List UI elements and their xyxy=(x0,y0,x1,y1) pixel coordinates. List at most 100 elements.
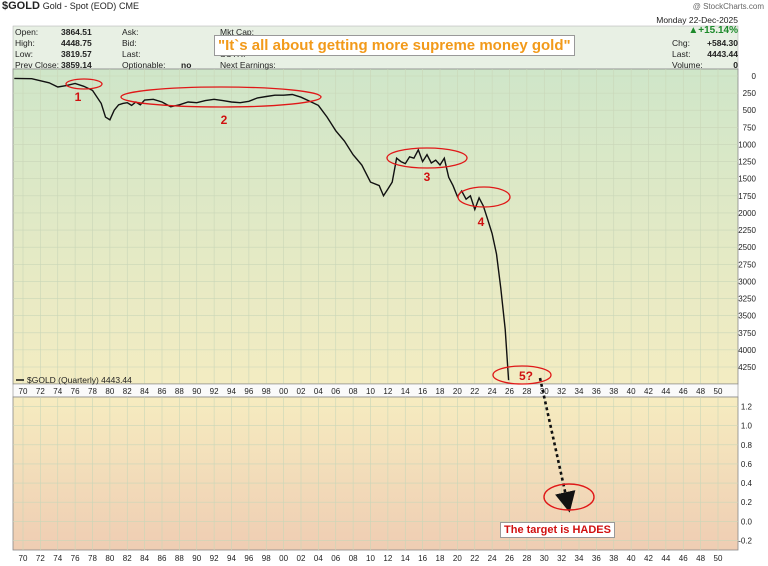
x-tick-label: 90 xyxy=(192,554,201,563)
x-tick-label: 46 xyxy=(679,387,688,396)
x-tick-label: 26 xyxy=(505,554,514,563)
x-tick-label: 14 xyxy=(401,554,410,563)
x-tick-label: 28 xyxy=(522,387,531,396)
x-tick-labels-bottom: 70 72 74 76 78 80 82 84 86 88 90 92 94 96 98 00 02 04 06 08… xyxy=(19,554,723,563)
annotations: 1 2 3 4 5? xyxy=(65,78,552,385)
x-tick-label: 72 xyxy=(36,554,45,563)
x-tick-label: 42 xyxy=(644,554,653,563)
y-tick-label: 0 xyxy=(752,72,757,81)
x-tick-label: 36 xyxy=(592,387,601,396)
symbol: $GOLD xyxy=(2,0,40,12)
y-tick-label: 0.6 xyxy=(741,460,753,469)
x-tick-label: 12 xyxy=(383,387,392,396)
x-tick-label: 82 xyxy=(123,554,132,563)
x-tick-label: 84 xyxy=(140,554,149,563)
y-tick-label: 1750 xyxy=(738,192,756,201)
x-tick-label: 90 xyxy=(192,387,201,396)
x-tick-label: 70 xyxy=(19,554,28,563)
x-tick-label: 50 xyxy=(714,554,723,563)
stat-label: Low: xyxy=(15,49,33,59)
y-tick-label: 1250 xyxy=(738,158,756,167)
x-tick-label: 82 xyxy=(123,387,132,396)
y-tick-label: 750 xyxy=(743,123,757,132)
x-tick-label: 44 xyxy=(661,387,670,396)
change-percent: ▲+15.14% xyxy=(688,25,738,36)
x-tick-label: 48 xyxy=(696,387,705,396)
x-tick-label: 86 xyxy=(158,554,167,563)
fund-label: Mkt Cap: xyxy=(220,27,255,37)
annotation-ellipse xyxy=(120,86,322,108)
x-tick-label: 14 xyxy=(401,387,410,396)
quote-value: no xyxy=(181,60,192,70)
x-tick-label: 32 xyxy=(557,387,566,396)
x-tick-label: 94 xyxy=(227,387,236,396)
target-label: The target is HADES xyxy=(500,522,615,538)
x-tick-label: 36 xyxy=(592,554,601,563)
y-tick-label: 1.2 xyxy=(741,403,753,412)
y-tick-label: 4000 xyxy=(738,346,756,355)
gold-price-line xyxy=(14,77,510,381)
x-tick-label: 88 xyxy=(175,387,184,396)
x-tick-label: 20 xyxy=(453,554,462,563)
annotation-label: 3 xyxy=(424,170,431,184)
y-tick-label: 2750 xyxy=(738,260,756,269)
stat-label: Open: xyxy=(15,27,39,37)
watermark: @ StockCharts.com xyxy=(692,2,764,11)
x-tick-label: 94 xyxy=(227,554,236,563)
x-tick-label: 80 xyxy=(105,387,114,396)
lower-y-tick-labels: 1.2 1.0 0.8 0.6 0.4 0.2 0.0 -0.2 xyxy=(738,403,752,546)
x-tick-label: 12 xyxy=(383,554,392,563)
x-tick-label: 84 xyxy=(140,387,149,396)
quote-right-label: Last: xyxy=(672,49,691,59)
y-tick-label: 250 xyxy=(743,89,757,98)
upper-panel xyxy=(12,68,739,385)
x-tick-label: 22 xyxy=(470,387,479,396)
exchange: CME xyxy=(119,1,139,11)
y-tick-label: 3250 xyxy=(738,295,756,304)
x-tick-label: 48 xyxy=(696,554,705,563)
quote-label: Bid: xyxy=(122,38,137,48)
date-label: Monday 22-Dec-2025 xyxy=(656,15,738,25)
chart-title: $GOLD Gold - Spot (EOD) CME xyxy=(2,0,139,12)
x-tick-label: 86 xyxy=(158,387,167,396)
legend: $GOLD (Quarterly) 4443.44 xyxy=(16,375,132,385)
y-tick-label: 4250 xyxy=(738,363,756,372)
y-tick-label: 3000 xyxy=(738,277,756,286)
x-tick-label: 16 xyxy=(418,554,427,563)
x-tick-label: 00 xyxy=(279,554,288,563)
callout-box: "It`s all about getting more supreme mon… xyxy=(214,35,575,56)
x-tick-label: 80 xyxy=(105,554,114,563)
y-tick-label: 0.8 xyxy=(741,441,753,450)
quote-right-value: 0 xyxy=(733,60,738,70)
x-tick-label: 20 xyxy=(453,387,462,396)
y-tick-label: 1000 xyxy=(738,140,756,149)
y-tick-label: 2250 xyxy=(738,226,756,235)
x-tick-label: 34 xyxy=(575,554,584,563)
x-tick-label: 76 xyxy=(71,387,80,396)
annotation-ellipse xyxy=(65,78,103,90)
x-tick-label: 24 xyxy=(488,387,497,396)
x-tick-label: 08 xyxy=(349,554,358,563)
x-tick-label: 28 xyxy=(522,554,531,563)
x-tick-labels-middle: 70 72 74 76 78 80 82 84 86 88 90 92 94 96 98 00 02 04 06 08… xyxy=(19,387,723,396)
x-tick-label: 96 xyxy=(244,554,253,563)
quote-right-value: 4443.44 xyxy=(707,49,738,59)
x-tick-label: 38 xyxy=(609,554,618,563)
x-tick-label: 98 xyxy=(262,387,271,396)
x-tick-label: 00 xyxy=(279,387,288,396)
x-tick-label: 96 xyxy=(244,387,253,396)
x-tick-label: 02 xyxy=(297,554,306,563)
y-tick-label: 2500 xyxy=(738,243,756,252)
stat-value: 3859.14 xyxy=(61,60,92,70)
fund-label: Next Earnings: xyxy=(220,60,276,70)
x-tick-label: 40 xyxy=(627,554,636,563)
annotation-label: 1 xyxy=(75,90,82,104)
x-tick-label: 50 xyxy=(714,387,723,396)
y-tick-label: 0.0 xyxy=(741,517,753,526)
annotation-label: 4 xyxy=(478,215,485,229)
annotation-ellipse xyxy=(492,365,552,385)
x-tick-label: 18 xyxy=(436,554,445,563)
x-tick-label: 22 xyxy=(470,554,479,563)
quote-right-label: Volume: xyxy=(672,60,703,70)
stat-value: 3819.57 xyxy=(61,49,92,59)
